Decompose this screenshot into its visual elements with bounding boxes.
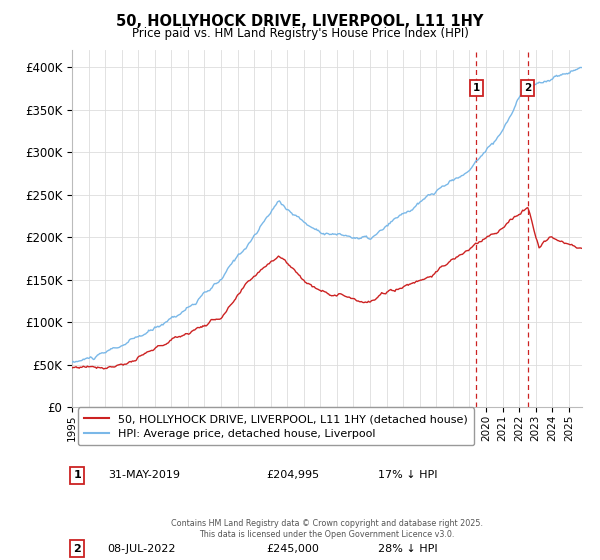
Text: £204,995: £204,995	[266, 470, 319, 480]
Text: 2: 2	[73, 544, 81, 554]
Text: 1: 1	[473, 83, 480, 93]
Text: Price paid vs. HM Land Registry's House Price Index (HPI): Price paid vs. HM Land Registry's House …	[131, 27, 469, 40]
Text: 31-MAY-2019: 31-MAY-2019	[108, 470, 180, 480]
Text: 08-JUL-2022: 08-JUL-2022	[108, 544, 176, 554]
Text: 1: 1	[73, 470, 81, 480]
Text: 28% ↓ HPI: 28% ↓ HPI	[378, 544, 437, 554]
Text: £245,000: £245,000	[266, 544, 319, 554]
Text: Contains HM Land Registry data © Crown copyright and database right 2025.
This d: Contains HM Land Registry data © Crown c…	[171, 520, 483, 539]
Text: 2: 2	[524, 83, 532, 93]
Text: 50, HOLLYHOCK DRIVE, LIVERPOOL, L11 1HY: 50, HOLLYHOCK DRIVE, LIVERPOOL, L11 1HY	[116, 14, 484, 29]
Text: 17% ↓ HPI: 17% ↓ HPI	[378, 470, 437, 480]
Legend: 50, HOLLYHOCK DRIVE, LIVERPOOL, L11 1HY (detached house), HPI: Average price, de: 50, HOLLYHOCK DRIVE, LIVERPOOL, L11 1HY …	[77, 408, 474, 445]
